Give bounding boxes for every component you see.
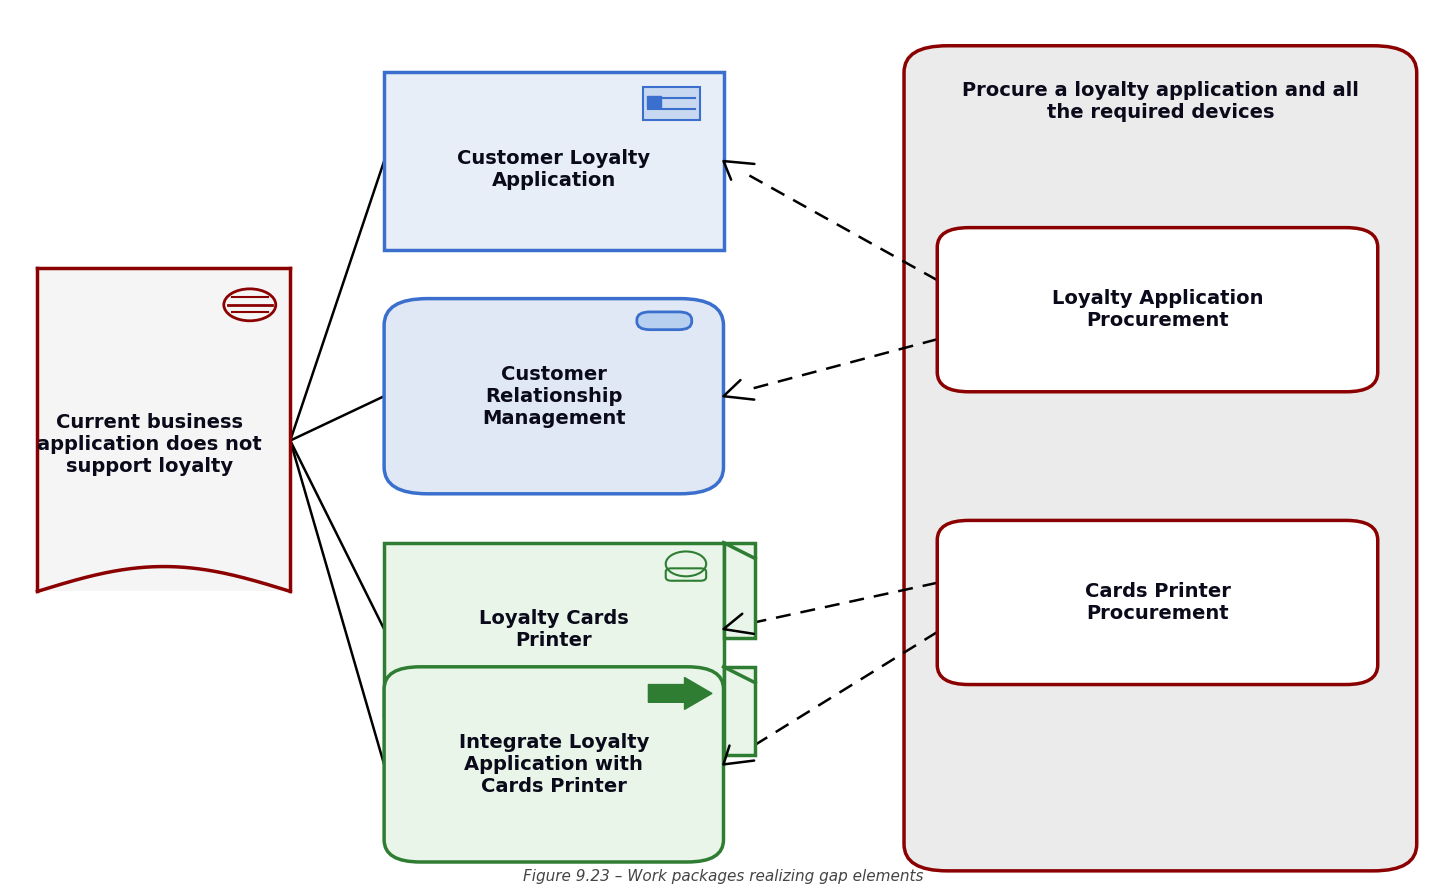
FancyBboxPatch shape	[38, 268, 291, 591]
Text: Current business
application does not
support loyalty: Current business application does not su…	[38, 414, 262, 476]
FancyBboxPatch shape	[724, 543, 755, 638]
Text: Loyalty Application
Procurement: Loyalty Application Procurement	[1052, 289, 1263, 330]
FancyBboxPatch shape	[383, 543, 724, 716]
Text: Customer Loyalty
Application: Customer Loyalty Application	[457, 150, 650, 190]
Text: Integrate Loyalty
Application with
Cards Printer: Integrate Loyalty Application with Cards…	[459, 732, 650, 796]
Text: Cards Printer
Procurement: Cards Printer Procurement	[1085, 582, 1230, 623]
FancyBboxPatch shape	[904, 45, 1417, 871]
FancyBboxPatch shape	[647, 96, 661, 107]
FancyBboxPatch shape	[938, 521, 1378, 684]
Text: Figure 9.23 – Work packages realizing gap elements: Figure 9.23 – Work packages realizing ga…	[524, 870, 923, 884]
FancyBboxPatch shape	[383, 667, 724, 862]
FancyBboxPatch shape	[724, 667, 755, 755]
Polygon shape	[648, 677, 712, 709]
FancyBboxPatch shape	[637, 312, 692, 329]
Polygon shape	[38, 268, 291, 591]
FancyBboxPatch shape	[383, 299, 724, 494]
Text: Procure a loyalty application and all
the required devices: Procure a loyalty application and all th…	[962, 81, 1359, 122]
FancyBboxPatch shape	[383, 72, 724, 250]
FancyBboxPatch shape	[938, 228, 1378, 392]
Bar	[41, 270, 288, 587]
Text: Loyalty Cards
Printer: Loyalty Cards Printer	[479, 609, 628, 650]
FancyBboxPatch shape	[642, 86, 700, 120]
Text: Customer
Relationship
Management: Customer Relationship Management	[482, 365, 625, 428]
